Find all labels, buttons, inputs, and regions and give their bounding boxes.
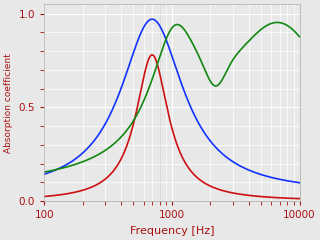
Y-axis label: Absorption coefficient: Absorption coefficient — [4, 53, 13, 153]
X-axis label: Frequency [Hz]: Frequency [Hz] — [130, 226, 214, 236]
